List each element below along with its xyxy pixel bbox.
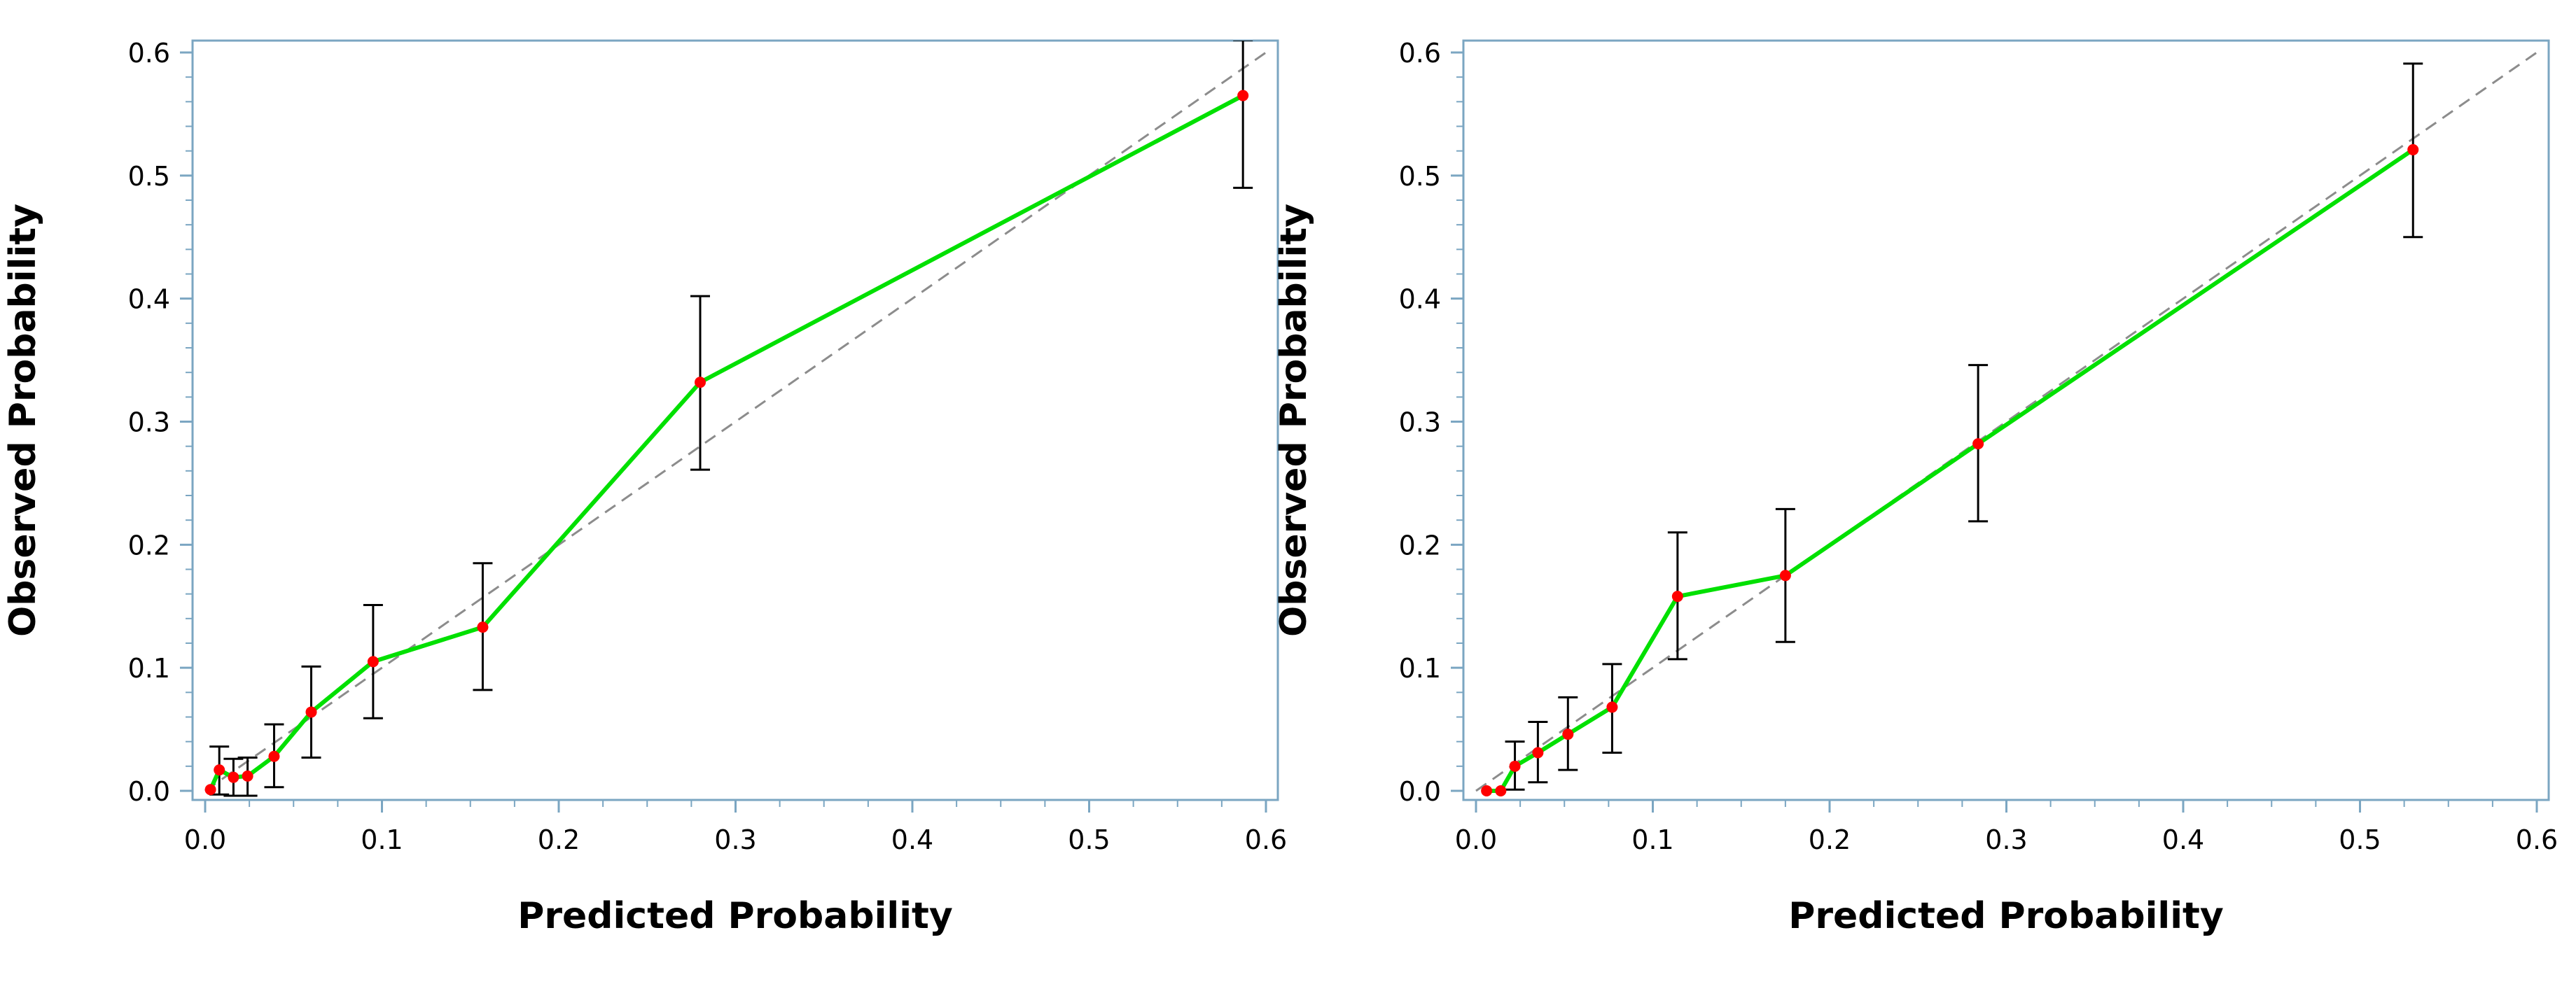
data-point (477, 621, 489, 633)
x-tick-label: 0.1 (1631, 824, 1673, 855)
x-axis-title: Predicted Probability (517, 895, 953, 937)
x-tick-label: 0.2 (1809, 824, 1851, 855)
data-point (1237, 90, 1249, 101)
y-tick-label: 0.4 (1399, 284, 1441, 315)
data-point (242, 770, 253, 782)
data-point (268, 750, 280, 762)
y-tick-label: 0.3 (1399, 407, 1441, 438)
data-point (1509, 760, 1521, 772)
x-tick-label: 0.0 (1455, 824, 1497, 855)
data-point (2407, 143, 2419, 155)
data-point (204, 784, 216, 796)
y-tick-label: 0.0 (1399, 776, 1441, 807)
chart-panel-2: 0.0 0.1 0.2 0.3 0.4 0.5 0.6 0.0 0.1 0.2 0.3 0.4 0.5 0… (1273, 38, 2558, 937)
x-tick-label: 0.1 (361, 824, 403, 855)
x-tick-label: 0.3 (714, 824, 756, 855)
data-point (695, 377, 706, 388)
plot-area (204, 41, 1267, 797)
calibration-line (208, 93, 1244, 791)
y-tick-label: 0.0 (128, 776, 170, 807)
x-tick-label: 0.6 (2516, 824, 2558, 855)
data-point (1779, 570, 1791, 582)
plot-area (1475, 51, 2537, 796)
y-tick-label: 0.2 (1399, 530, 1441, 561)
data-point (1495, 785, 1507, 796)
reference-diagonal-line (204, 51, 1267, 792)
y-axis-title: Observed Probability (2, 204, 44, 637)
data-point (1481, 785, 1493, 796)
y-tick-label: 0.1 (128, 653, 170, 684)
x-tick-label: 0.4 (2162, 824, 2204, 855)
data-point (1671, 591, 1683, 603)
data-point (367, 656, 379, 668)
data-point (1606, 701, 1618, 713)
chart-panel-1: 0.0 0.1 0.2 0.3 0.4 0.5 0.6 0.0 0.1 0.2 0.3 0.4 0.5 0… (2, 38, 1287, 937)
x-axis-title: Predicted Probability (1788, 895, 2224, 937)
x-tick-label: 0.6 (1245, 824, 1287, 855)
y-tick-label: 0.1 (1399, 653, 1441, 684)
x-tick-label: 0.3 (1985, 824, 2027, 855)
data-point (1562, 729, 1574, 740)
y-tick-label: 0.6 (128, 38, 170, 69)
y-tick-label: 0.4 (128, 284, 170, 315)
data-point (228, 771, 239, 783)
data-point (214, 764, 225, 776)
data-point (1532, 747, 1544, 759)
calibration-line (1487, 148, 2414, 793)
data-point (305, 706, 317, 718)
x-tick-label: 0.4 (891, 824, 933, 855)
y-tick-label: 0.2 (128, 530, 170, 561)
x-tick-label: 0.2 (538, 824, 580, 855)
y-tick-label: 0.6 (1399, 38, 1441, 69)
x-tick-label: 0.5 (1068, 824, 1110, 855)
reference-diagonal-line (1475, 51, 2537, 792)
y-tick-label: 0.5 (128, 161, 170, 192)
y-axis-title: Observed Probability (1273, 204, 1315, 637)
y-tick-label: 0.5 (1399, 161, 1441, 192)
y-tick-label: 0.3 (128, 407, 170, 438)
data-point (1972, 438, 1984, 450)
x-tick-label: 0.0 (184, 824, 226, 855)
x-tick-label: 0.5 (2339, 824, 2381, 855)
